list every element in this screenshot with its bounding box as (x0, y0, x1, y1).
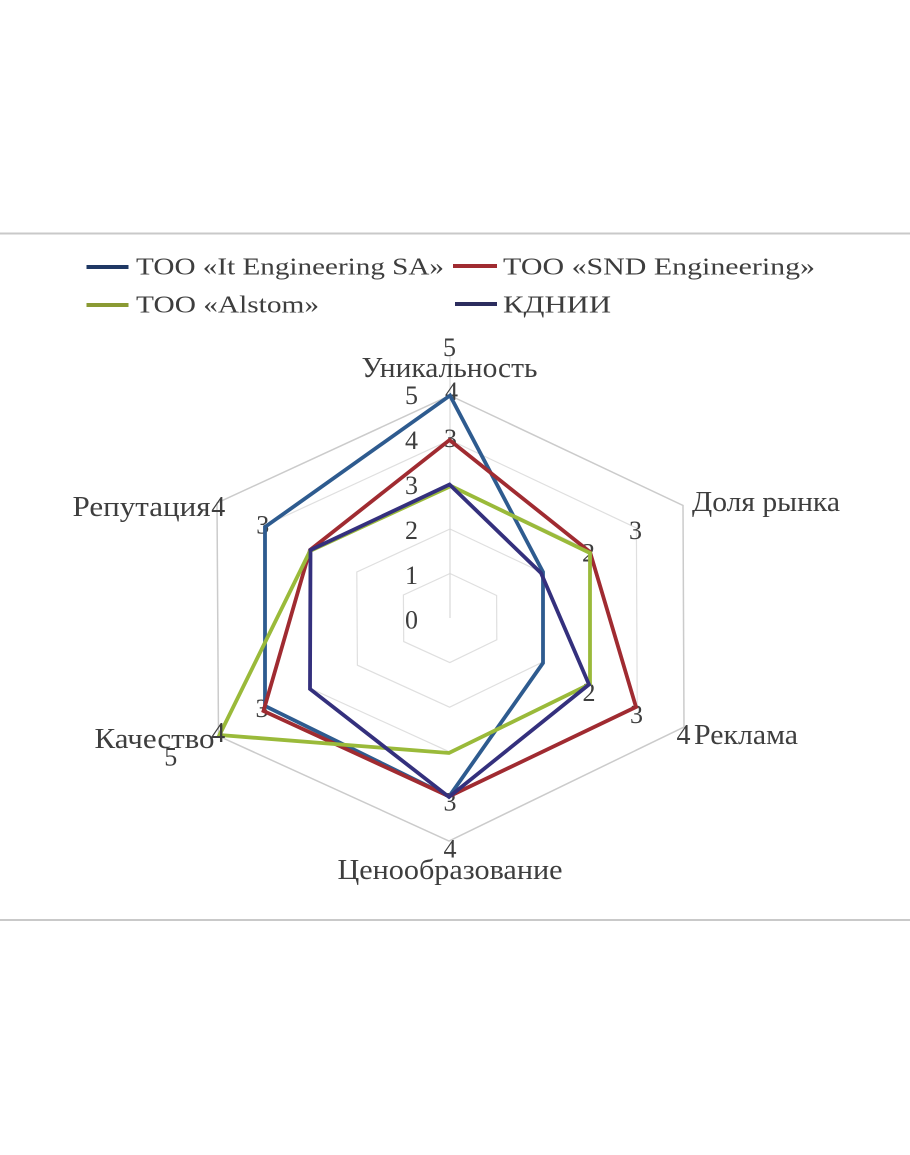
svg-text:ТОО «Alstom»: ТОО «Alstom» (136, 293, 319, 319)
svg-text:2: 2 (405, 516, 418, 545)
svg-text:5: 5 (443, 333, 456, 362)
svg-text:Доля рынка: Доля рынка (692, 487, 841, 518)
svg-text:Уникальность: Уникальность (362, 353, 538, 384)
svg-text:Репутация: Репутация (73, 492, 211, 523)
svg-text:4: 4 (444, 835, 457, 864)
svg-text:ТОО «It Engineering SA»: ТОО «It Engineering SA» (136, 255, 444, 281)
svg-text:5: 5 (405, 381, 418, 410)
svg-text:Реклама: Реклама (694, 720, 799, 751)
svg-text:КДНИИ: КДНИИ (503, 293, 611, 319)
svg-text:5: 5 (164, 743, 177, 772)
svg-text:4: 4 (405, 426, 418, 455)
svg-text:0: 0 (405, 606, 418, 635)
svg-text:4: 4 (211, 718, 225, 749)
svg-text:3: 3 (405, 471, 418, 500)
svg-text:3: 3 (629, 516, 642, 545)
svg-text:4: 4 (211, 492, 225, 523)
svg-text:4: 4 (677, 720, 691, 751)
svg-text:Качество: Качество (95, 724, 215, 755)
svg-text:Ценообразование: Ценообразование (338, 855, 563, 886)
svg-text:1: 1 (405, 561, 418, 590)
svg-text:ТОО «SND Engineering»: ТОО «SND Engineering» (503, 255, 815, 281)
